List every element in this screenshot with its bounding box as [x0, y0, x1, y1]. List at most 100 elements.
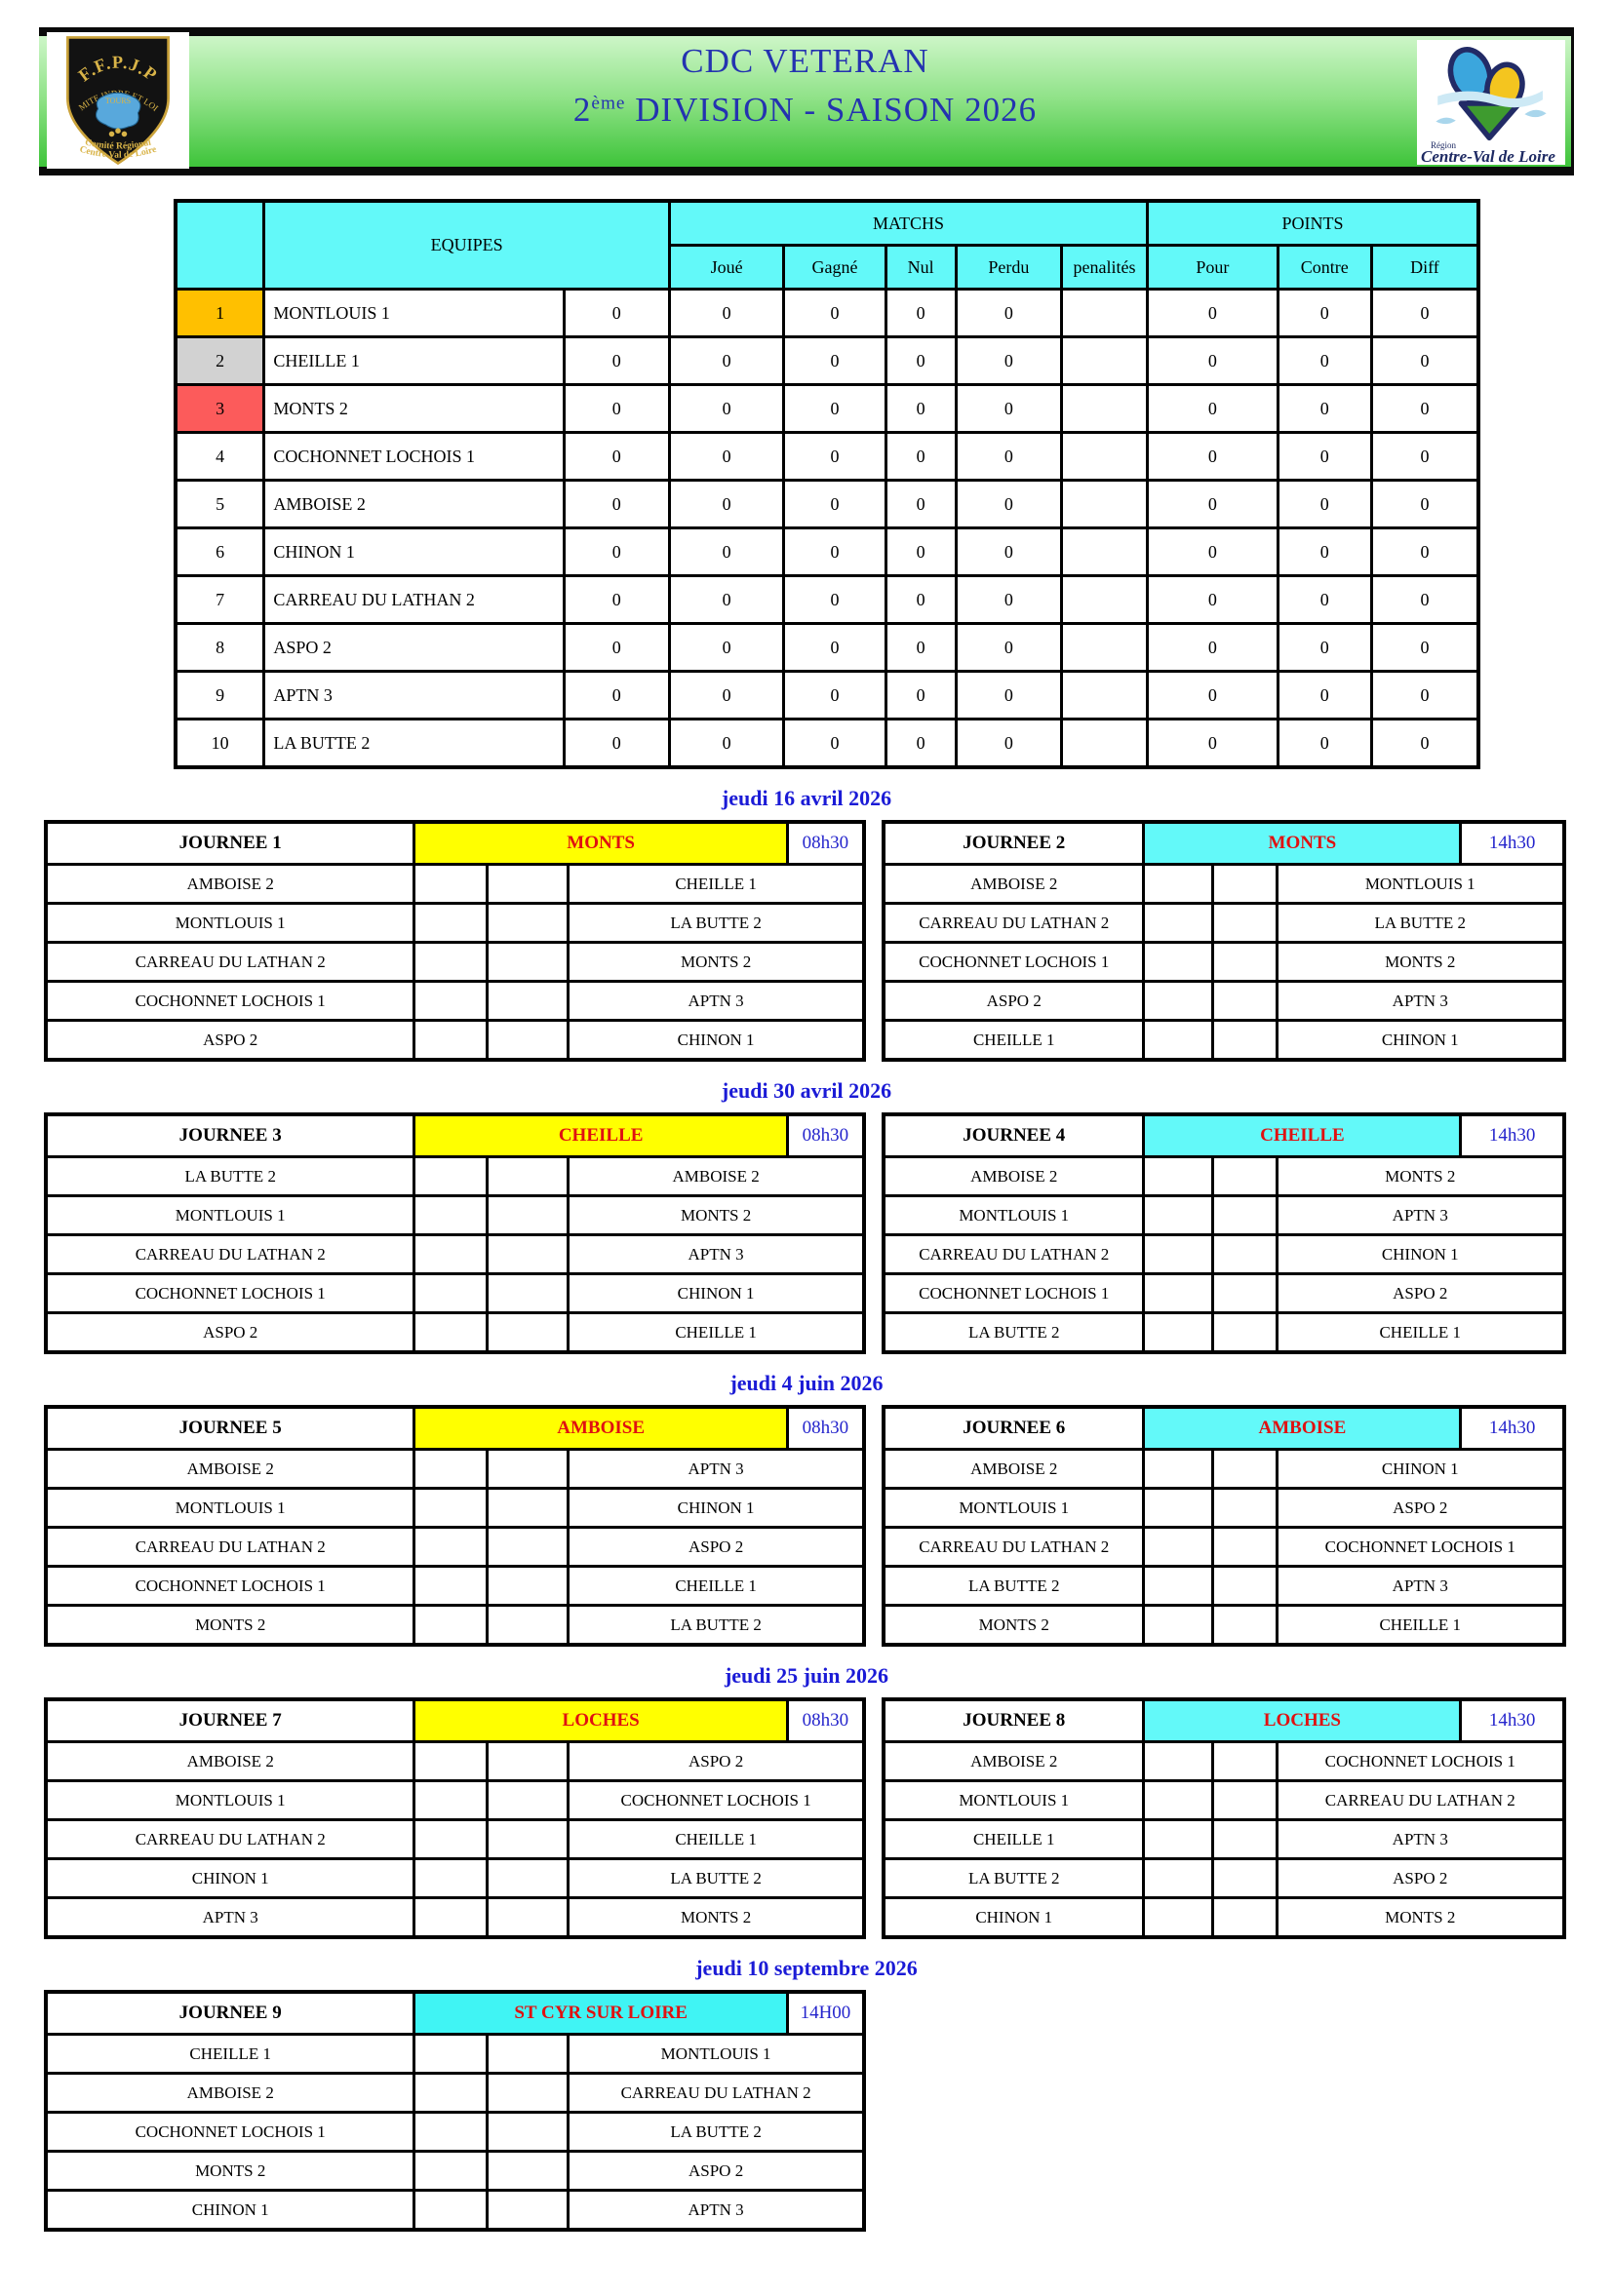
- nul-cell: 0: [884, 431, 958, 482]
- away-team: CHEILLE 1: [675, 1322, 757, 1342]
- away-score-box: [1214, 1860, 1279, 1896]
- away-score-box: [1214, 1821, 1279, 1857]
- home-score-box: [1145, 944, 1214, 980]
- venue-label: ST CYR SUR LOIRE: [415, 1994, 789, 2033]
- home-score-box: [415, 1782, 489, 1818]
- indre-et-loire-map-icon: [96, 92, 141, 130]
- standings-row: 5 AMBOISE 2 0 0 0 0 0 0 0 0: [174, 479, 1480, 529]
- away-team: ASPO 2: [688, 1537, 744, 1556]
- home-score-box: [1145, 1451, 1214, 1487]
- journee-label: JOURNEE 7: [48, 1701, 416, 1740]
- venue-label: AMBOISE: [1145, 1409, 1463, 1448]
- away-team: ASPO 2: [688, 2160, 744, 2180]
- match-row: LA BUTTE 2 ASPO 2: [885, 1860, 1562, 1899]
- home-score-box: [1145, 983, 1214, 1019]
- extra-cell: 0: [562, 718, 671, 769]
- nul-cell: 0: [884, 383, 958, 434]
- away-score-box: [1214, 1236, 1279, 1272]
- nul-cell: 0: [884, 718, 958, 769]
- time-label: 14h30: [1488, 833, 1536, 853]
- journee-label: JOURNEE 2: [885, 824, 1146, 863]
- ffpjp-logo: F.F.P.J.P COMITE INDRE ET LOIRE TOURS Co…: [47, 31, 189, 169]
- matchday-section: jeudi 25 juin 2026 JOURNEE 7 LOCHES 08h3…: [0, 1663, 1613, 1939]
- home-team: APTN 3: [48, 1899, 416, 1935]
- home-team: ASPO 2: [48, 1022, 416, 1058]
- away-team: LA BUTTE 2: [670, 913, 762, 932]
- away-score-box: [489, 1782, 570, 1818]
- away-team: CHEILLE 1: [675, 874, 757, 893]
- match-row: COCHONNET LOCHOIS 1 APTN 3: [48, 983, 862, 1022]
- match-row: CHEILLE 1 MONTLOUIS 1: [48, 2036, 862, 2075]
- home-score-box: [415, 944, 489, 980]
- rank-cell: 4: [174, 431, 266, 482]
- title-line-1: CDC VETERAN: [681, 42, 929, 80]
- match-row: MONTLOUIS 1 APTN 3: [885, 1197, 1562, 1236]
- col-header-gagne: Gagné: [782, 244, 887, 291]
- home-team: AMBOISE 2: [885, 1451, 1146, 1487]
- matchday-section: jeudi 4 juin 2026 JOURNEE 5 AMBOISE 08h3…: [0, 1371, 1613, 1647]
- away-score-box: [489, 1821, 570, 1857]
- home-team: LA BUTTE 2: [885, 1568, 1146, 1604]
- fixture-row: JOURNEE 5 AMBOISE 08h30 AMBOISE 2 APTN 3…: [0, 1405, 1613, 1647]
- penalites-cell: [1059, 431, 1150, 482]
- home-team: CHINON 1: [48, 1860, 416, 1896]
- penalites-cell: [1059, 526, 1150, 577]
- journee-header: JOURNEE 8 LOCHES 14h30: [885, 1701, 1562, 1743]
- match-row: COCHONNET LOCHOIS 1 LA BUTTE 2: [48, 2114, 862, 2153]
- away-team: CHEILLE 1: [675, 1576, 757, 1595]
- matchday-date: jeudi 25 juin 2026: [724, 1663, 889, 1688]
- away-team: CHEILLE 1: [675, 1829, 757, 1848]
- equipes-header: EQUIPES: [262, 199, 671, 291]
- home-team: ASPO 2: [885, 983, 1146, 1019]
- away-score-box: [1214, 1568, 1279, 1604]
- match-row: AMBOISE 2 MONTS 2: [885, 1158, 1562, 1197]
- journee-table: JOURNEE 6 AMBOISE 14h30 AMBOISE 2 CHINON…: [882, 1405, 1566, 1647]
- contre-cell: 0: [1276, 670, 1373, 720]
- home-team: MONTS 2: [48, 2153, 416, 2189]
- match-row: MONTLOUIS 1 COCHONNET LOCHOIS 1: [48, 1782, 862, 1821]
- home-team: COCHONNET LOCHOIS 1: [885, 1275, 1146, 1311]
- home-score-box: [415, 1607, 489, 1643]
- away-score-box: [1214, 1743, 1279, 1779]
- home-team: CHEILLE 1: [885, 1022, 1146, 1058]
- fixture-row: JOURNEE 7 LOCHES 08h30 AMBOISE 2 ASPO 2 …: [0, 1697, 1613, 1939]
- match-row: CHINON 1 LA BUTTE 2: [48, 1860, 862, 1899]
- away-team: APTN 3: [1392, 1205, 1448, 1225]
- matchday-date: jeudi 16 avril 2026: [721, 786, 892, 810]
- away-team: CHINON 1: [1381, 1459, 1459, 1478]
- away-score-box: [489, 905, 570, 941]
- home-score-box: [1145, 1197, 1214, 1233]
- time-label: 14h30: [1488, 1125, 1536, 1146]
- away-team: CHINON 1: [677, 1283, 755, 1303]
- team-name-cell: MONTS 2: [262, 383, 566, 434]
- joue-cell: 0: [667, 526, 786, 577]
- home-score-box: [415, 866, 489, 902]
- home-team: LA BUTTE 2: [885, 1314, 1146, 1350]
- home-team: MONTLOUIS 1: [885, 1197, 1146, 1233]
- journee-body: AMBOISE 2 ASPO 2 MONTLOUIS 1 COCHONNET L…: [48, 1743, 862, 1935]
- away-team: CHINON 1: [1381, 1030, 1459, 1049]
- away-score-box: [1214, 1275, 1279, 1311]
- home-score-box: [1145, 1490, 1214, 1526]
- contre-cell: 0: [1276, 431, 1373, 482]
- penalites-cell: [1059, 288, 1150, 338]
- gagne-cell: 0: [782, 526, 887, 577]
- home-score-box: [415, 1275, 489, 1311]
- extra-cell: 0: [562, 335, 671, 386]
- home-team: MONTLOUIS 1: [48, 1782, 416, 1818]
- match-row: CHEILLE 1 APTN 3: [885, 1821, 1562, 1860]
- matchday-date: jeudi 30 avril 2026: [721, 1078, 892, 1103]
- home-team: COCHONNET LOCHOIS 1: [48, 2114, 416, 2150]
- ffpjp-shield-icon: F.F.P.J.P COMITE INDRE ET LOIRE TOURS Co…: [54, 31, 170, 166]
- match-row: COCHONNET LOCHOIS 1 CHINON 1: [48, 1275, 862, 1314]
- match-row: AMBOISE 2 CARREAU DU LATHAN 2: [48, 2075, 862, 2114]
- away-team: COCHONNET LOCHOIS 1: [620, 1790, 811, 1810]
- journee-header: JOURNEE 9 ST CYR SUR LOIRE 14H00: [48, 1994, 862, 2036]
- pour-cell: 0: [1146, 335, 1279, 386]
- away-score-box: [489, 1275, 570, 1311]
- match-row: AMBOISE 2 CHEILLE 1: [48, 866, 862, 905]
- match-row: ASPO 2 APTN 3: [885, 983, 1562, 1022]
- team-name-cell: CARREAU DU LATHAN 2: [262, 574, 566, 625]
- away-team: ASPO 2: [1393, 1498, 1448, 1517]
- home-score-box: [1145, 1022, 1214, 1058]
